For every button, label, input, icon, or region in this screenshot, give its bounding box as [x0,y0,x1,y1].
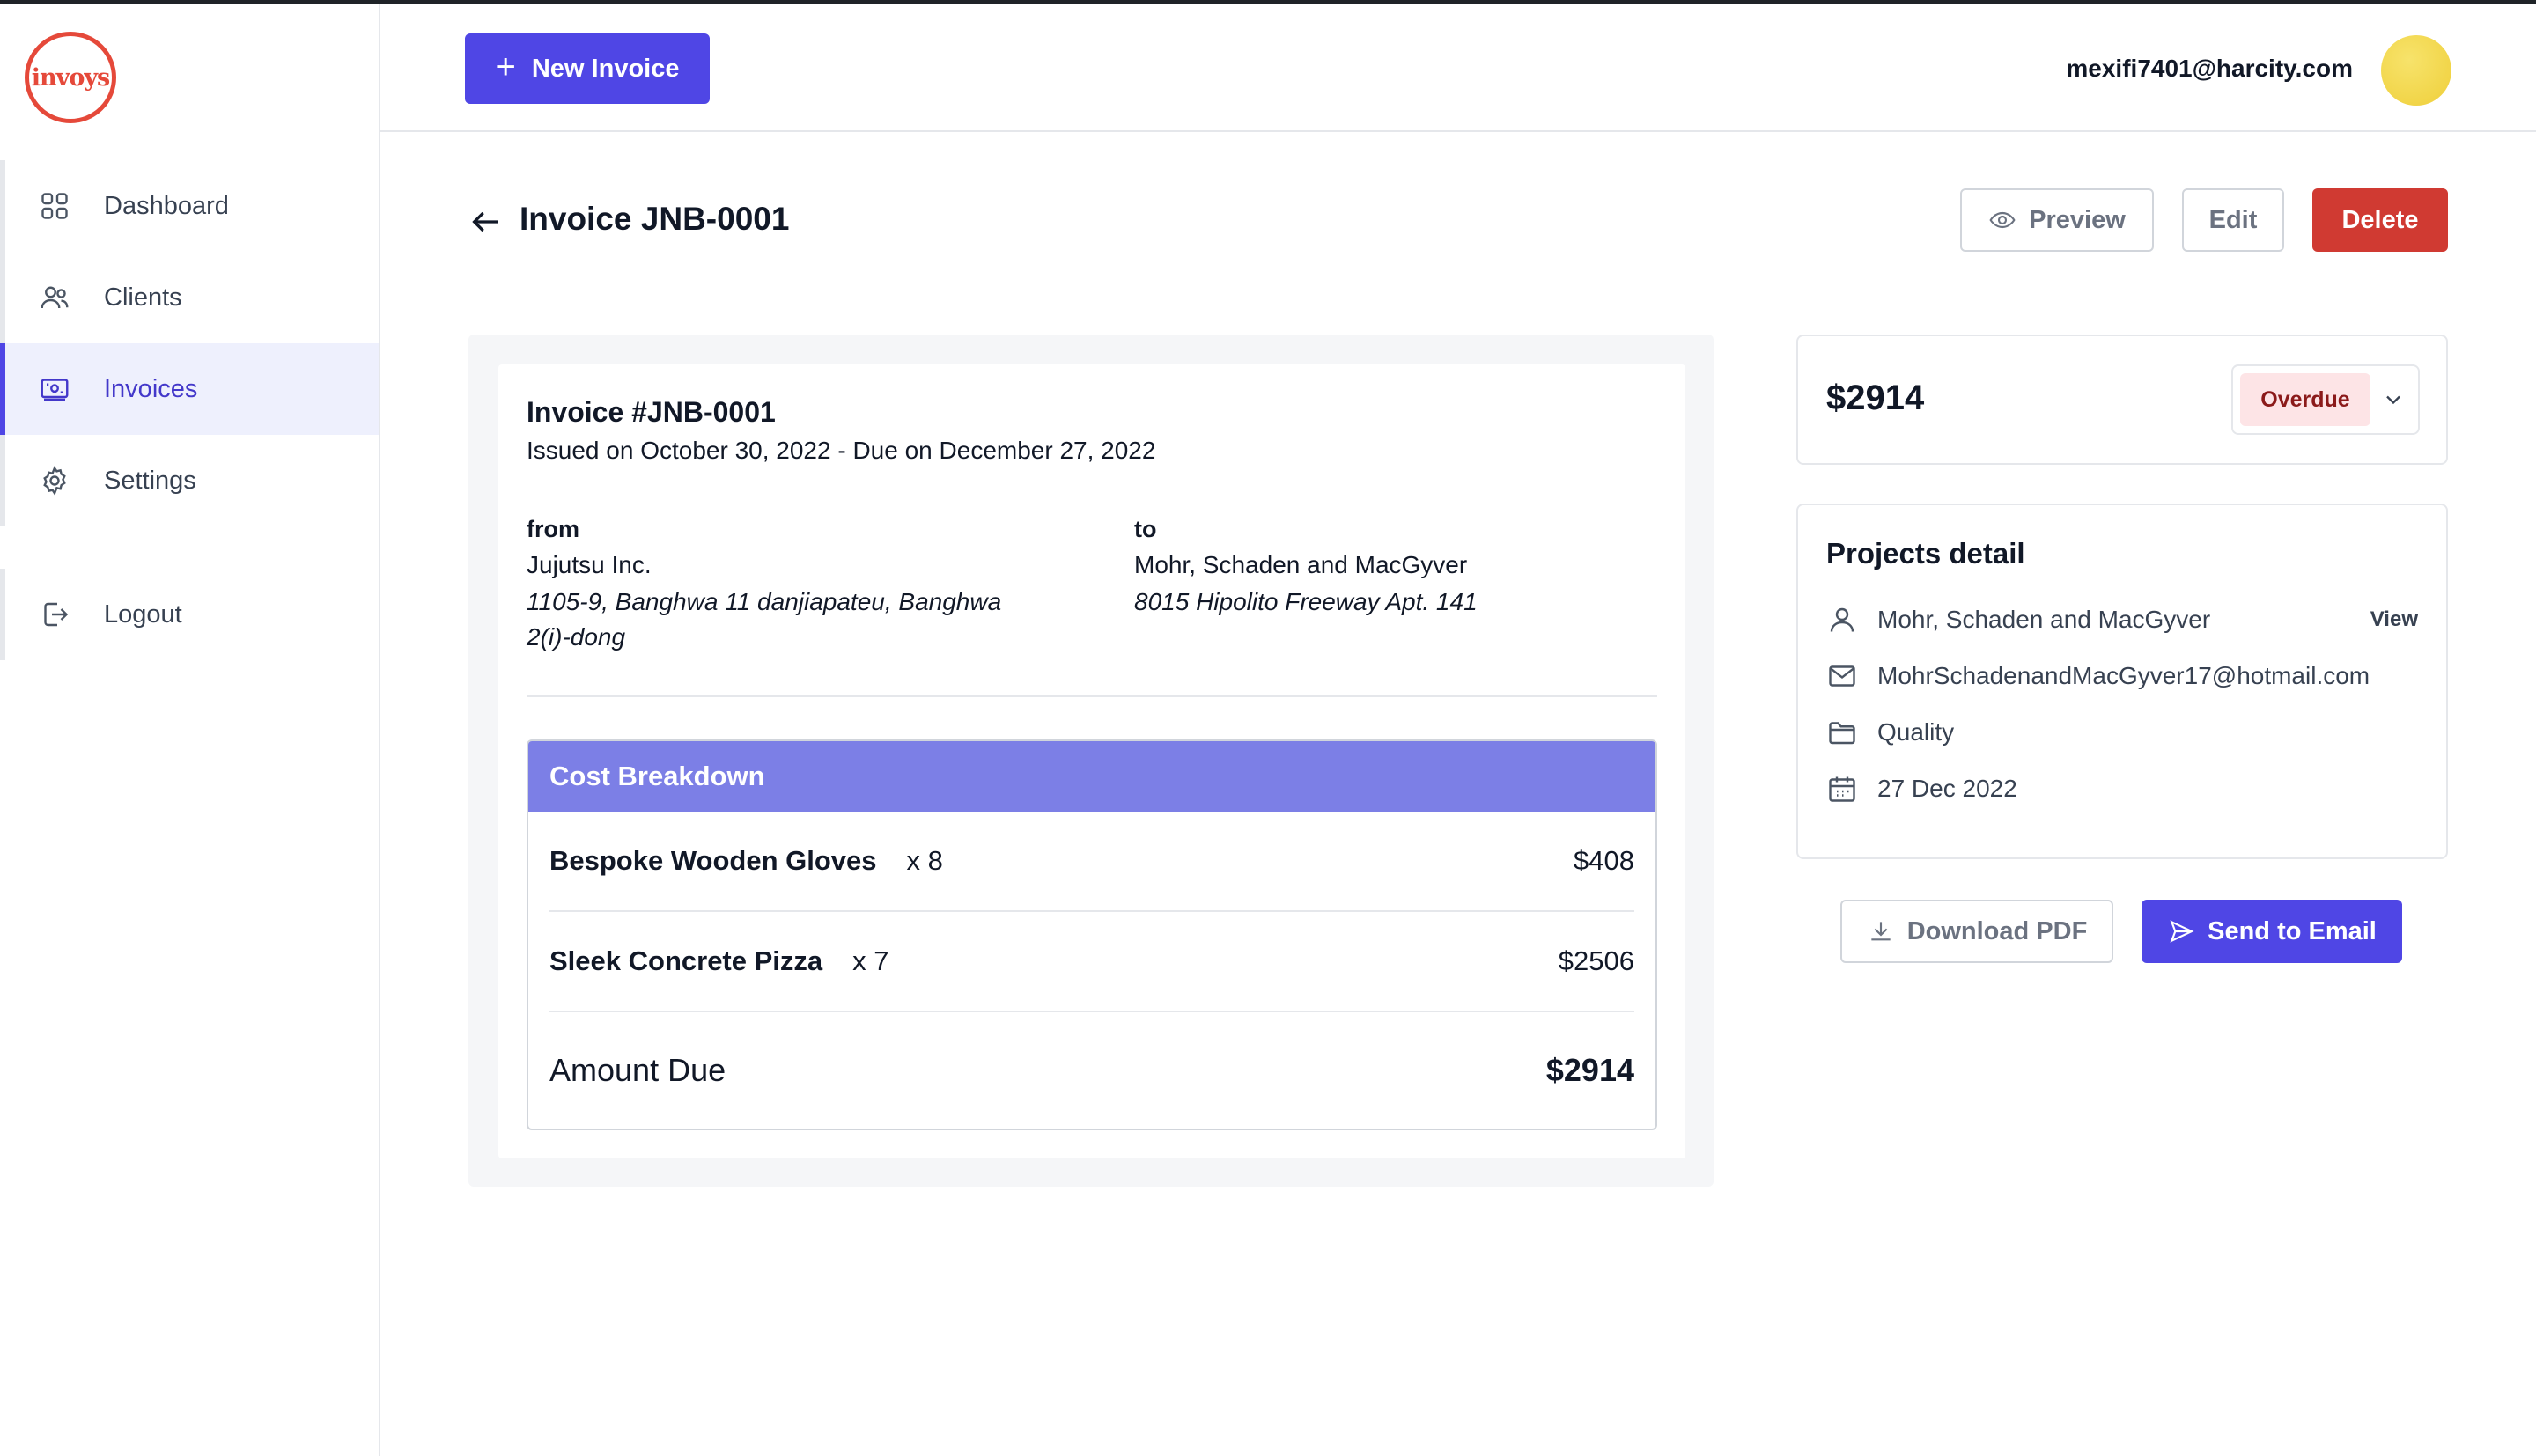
sidebar-item-label: Invoices [104,374,198,403]
edit-label: Edit [2208,205,2258,234]
amount-due-row: Amount Due $2914 [549,1012,1634,1129]
logo-text: invoys [31,63,110,92]
send-email-label: Send to Email [2208,916,2377,945]
new-invoice-button[interactable]: + New Invoice [465,33,710,104]
to-label: to [1134,516,1157,542]
from-name: Jujutsu Inc. [527,551,652,578]
project-category: Quality [1877,718,1955,746]
avatar[interactable] [2381,35,2451,106]
sidebar-item-clients[interactable]: Clients [0,252,379,343]
invoice-total: $2914 [1826,379,1925,417]
sidebar: invoys Dashboard Clients Invoices [0,4,380,1456]
project-email: MohrSchadenandMacGyver17@hotmail.com [1877,662,2370,689]
edit-button[interactable]: Edit [2182,188,2284,252]
from-address-line2: 2(i)-dong [527,623,626,651]
line-item-name: Bespoke Wooden Gloves [549,845,877,876]
calendar-icon [1829,776,1855,802]
from-address: 1105-9, Banghwa 11 danjiapateu, Banghwa … [527,585,1073,655]
invoice-summary-card: $2914 Overdue [1796,335,2448,465]
download-pdf-label: Download PDF [1906,916,2088,945]
user-icon [1830,607,1854,632]
mail-icon [1829,665,1855,687]
app-logo[interactable]: invoys [25,32,116,123]
folder-icon [1829,722,1855,745]
status-select[interactable]: Overdue [2231,364,2420,435]
divider [527,695,1657,697]
line-item-name: Sleek Concrete Pizza [549,945,823,976]
status-badge: Overdue [2240,373,2370,426]
to-address: 8015 Hipolito Freeway Apt. 141 [1134,588,1478,615]
from-address-line1: 1105-9, Banghwa 11 danjiapateu, Banghwa [527,588,1002,615]
preview-button[interactable]: Preview [1960,188,2154,252]
send-email-button[interactable]: Send to Email [2142,900,2402,963]
sidebar-item-dashboard[interactable]: Dashboard [0,160,379,252]
user-email: mexifi7401@harcity.com [2066,55,2353,82]
send-icon [2170,920,2194,943]
invoice-dates: Issued on October 30, 2022 - Due on Dece… [527,437,1156,464]
project-category-row: Quality [1826,715,1954,750]
project-client-row: Mohr, Schaden and MacGyver [1826,602,2210,637]
view-client-link[interactable]: View [2370,607,2418,631]
cost-breakdown-table: Cost Breakdown Bespoke Wooden Gloves x 8… [527,739,1657,1130]
sidebar-item-settings[interactable]: Settings [0,435,379,526]
line-item-qty: x 7 [852,945,889,976]
top-header: + New Invoice mexifi7401@harcity.com [380,4,2536,132]
from-label: from [527,516,579,542]
project-client: Mohr, Schaden and MacGyver [1877,606,2211,633]
line-item: Bespoke Wooden Gloves x 8 $408 [549,812,1634,912]
project-date-row: 27 Dec 2022 [1826,771,2017,806]
project-email-row: MohrSchadenandMacGyver17@hotmail.com [1826,658,2370,694]
line-item-qty: x 8 [906,845,943,876]
to-name: Mohr, Schaden and MacGyver [1134,551,1468,578]
delete-button[interactable]: Delete [2312,188,2448,252]
download-icon [1871,922,1891,941]
chevron-down-icon [2386,395,2400,405]
amount-due-label: Amount Due [549,1052,726,1088]
logout-icon [44,602,69,627]
sidebar-item-label: Clients [104,283,182,312]
project-date: 27 Dec 2022 [1877,775,2017,802]
sidebar-item-label: Settings [104,466,196,495]
back-arrow-icon[interactable] [468,204,504,239]
grid-icon [41,193,68,219]
new-invoice-label: New Invoice [531,54,680,83]
users-icon [41,286,69,309]
line-item: Sleek Concrete Pizza x 7 $2506 [549,912,1634,1012]
sidebar-item-label: Dashboard [104,191,229,220]
delete-label: Delete [2341,205,2419,234]
sidebar-item-invoices[interactable]: Invoices [0,343,379,435]
download-pdf-button[interactable]: Download PDF [1840,900,2113,963]
window-top-border [0,0,2536,4]
invoice-icon [41,379,69,401]
amount-due-value: $2914 [1545,1052,1634,1088]
sidebar-nav: Dashboard Clients Invoices Settings [0,160,379,660]
cost-breakdown-title: Cost Breakdown [528,741,1655,812]
line-item-price: $2506 [1558,945,1634,976]
sidebar-item-logout[interactable]: Logout [0,569,379,660]
gear-icon [43,466,66,496]
sidebar-item-label: Logout [104,599,182,629]
preview-label: Preview [2029,205,2126,234]
projects-detail-card: Projects detail View Mohr, Schaden and M… [1796,504,2448,859]
plus-icon: + [495,48,516,86]
invoice-number: Invoice #JNB-0001 [527,396,776,428]
projects-detail-title: Projects detail [1826,537,2025,570]
eye-icon [1989,211,2016,229]
line-item-price: $408 [1574,845,1634,876]
page-title: Invoice JNB-0001 [520,201,790,237]
